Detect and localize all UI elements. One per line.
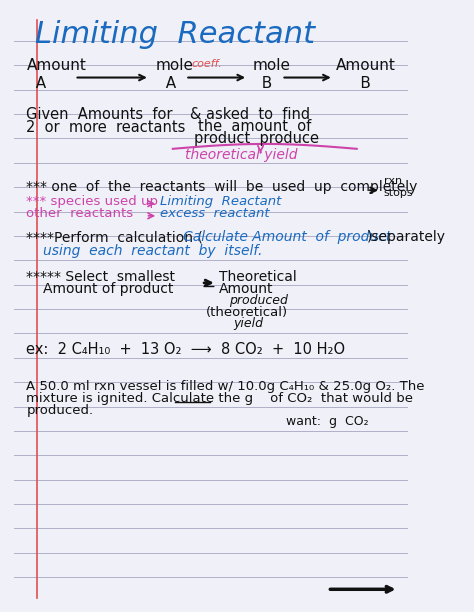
- Text: Calculate Amount  of  product: Calculate Amount of product: [183, 230, 392, 244]
- Text: A 50.0 ml rxn vessel is filled w/ 10.0g C₄H₁₀ & 25.0g O₂. The: A 50.0 ml rxn vessel is filled w/ 10.0g …: [27, 380, 425, 393]
- Text: ****Perform  calculation (: ****Perform calculation (: [27, 230, 203, 244]
- Text: Amount
  A: Amount A: [27, 58, 86, 91]
- Text: want:  g  CO₂: want: g CO₂: [286, 416, 368, 428]
- Text: Amount: Amount: [219, 282, 273, 296]
- Text: yield: yield: [233, 317, 264, 330]
- Text: theoretical yield: theoretical yield: [185, 148, 298, 162]
- Text: Given  Amounts  for: Given Amounts for: [27, 106, 173, 122]
- Text: produced: produced: [229, 294, 288, 307]
- Text: Amount
     B: Amount B: [336, 58, 396, 91]
- Text: the  amount  of: the amount of: [198, 119, 311, 134]
- Text: *** species used up: *** species used up: [27, 195, 158, 207]
- Text: ex:  2 C₄H₁₀  +  13 O₂  ⟶  8 CO₂  +  10 H₂O: ex: 2 C₄H₁₀ + 13 O₂ ⟶ 8 CO₂ + 10 H₂O: [27, 342, 346, 357]
- Text: produced.: produced.: [27, 405, 93, 417]
- Text: Limiting  Reactant: Limiting Reactant: [160, 195, 282, 207]
- Text: *** one  of  the  reactants  will  be  used  up  completely: *** one of the reactants will be used up…: [27, 180, 418, 194]
- Text: ***** Select  smallest: ***** Select smallest: [27, 270, 175, 284]
- Text: )separately: )separately: [367, 230, 446, 244]
- Text: Limiting  Reactant: Limiting Reactant: [35, 20, 315, 50]
- Text: Theoretical: Theoretical: [219, 270, 297, 284]
- Text: & asked  to  find: & asked to find: [190, 106, 310, 122]
- Text: mixture is ignited. Calculate the g    of CO₂  that would be: mixture is ignited. Calculate the g of C…: [27, 392, 413, 405]
- Text: mole
  A: mole A: [156, 58, 194, 91]
- Text: 2  or  more  reactants: 2 or more reactants: [27, 120, 186, 135]
- Text: mole
  B: mole B: [252, 58, 290, 91]
- Text: using  each  reactant  by  itself.: using each reactant by itself.: [43, 244, 263, 258]
- Text: coeff.: coeff.: [191, 59, 222, 69]
- Text: rxn
stops: rxn stops: [384, 176, 413, 198]
- Text: Amount of product: Amount of product: [43, 282, 173, 296]
- Text: excess  reactant: excess reactant: [160, 207, 270, 220]
- Text: other  reactants: other reactants: [27, 207, 134, 220]
- Text: product  produce: product produce: [194, 131, 319, 146]
- Text: (theoretical): (theoretical): [206, 305, 288, 319]
